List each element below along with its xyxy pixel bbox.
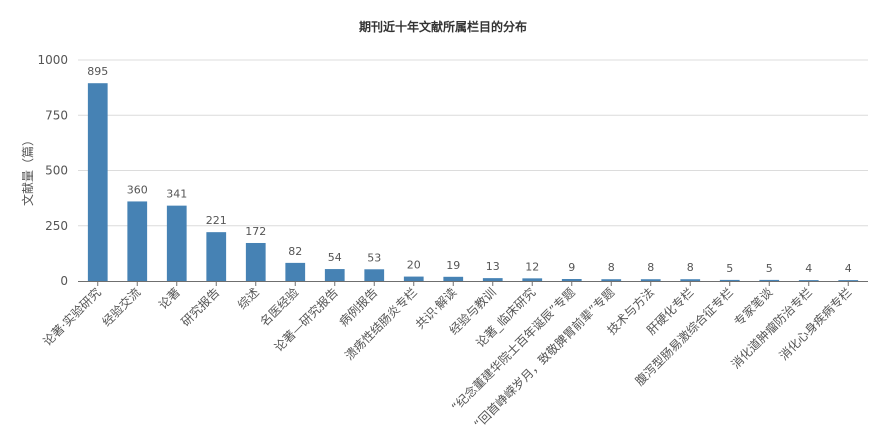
x-tick-label: 经验交流	[99, 285, 144, 330]
data-label: 172	[245, 225, 266, 238]
x-tick-label: 论著·实验研究	[40, 285, 104, 349]
x-tick-label: 消化心身疾病专栏	[776, 285, 854, 363]
data-label: 4	[845, 262, 852, 275]
bars	[87, 83, 859, 281]
data-label: 12	[525, 260, 539, 273]
y-axis-ticks: 0 250 500 750 1000	[37, 53, 68, 288]
data-label: 20	[407, 259, 421, 272]
data-label: 360	[127, 183, 148, 196]
bar	[482, 278, 503, 281]
bar	[403, 276, 424, 281]
bar	[798, 280, 819, 281]
bar	[364, 269, 385, 281]
bar	[324, 269, 345, 281]
x-tick-label: 论著	[156, 285, 183, 312]
y-tick-label: 1000	[37, 53, 68, 67]
data-label: 5	[726, 262, 733, 275]
data-label: 19	[446, 259, 460, 272]
y-tick-label: 500	[45, 164, 68, 178]
x-tick-label: 溃疡性结肠炎专栏	[341, 285, 419, 363]
data-label: 341	[166, 188, 187, 201]
data-label: 221	[206, 214, 227, 227]
data-label: 8	[647, 261, 654, 274]
data-label: 53	[367, 251, 381, 264]
data-label: 895	[87, 65, 108, 78]
data-label: 82	[288, 245, 302, 258]
bar	[640, 279, 661, 281]
x-tick-label: “回首峥嵘岁月，致敬脾胃前辈”专题	[471, 285, 618, 432]
data-label: 8	[687, 261, 694, 274]
bar	[759, 279, 780, 281]
chart-title: 期刊近十年文献所属栏目的分布	[359, 19, 527, 34]
bar	[285, 262, 306, 281]
bar	[127, 201, 148, 281]
bar	[680, 279, 701, 281]
bar	[561, 279, 582, 281]
bar	[601, 279, 622, 281]
y-tick-label: 750	[45, 108, 68, 122]
data-label: 4	[805, 262, 812, 275]
data-label: 13	[486, 260, 500, 273]
x-tick-label: 综述	[235, 285, 262, 312]
bar	[719, 279, 740, 281]
y-tick-label: 250	[45, 219, 68, 233]
bar	[245, 242, 266, 281]
bar	[166, 205, 187, 281]
bar	[206, 232, 227, 281]
y-axis-label: 文献量（篇）	[20, 134, 35, 206]
bar	[443, 276, 464, 281]
x-tick-label: 研究报告	[178, 285, 223, 330]
bar	[522, 278, 543, 281]
bar	[87, 83, 108, 281]
data-label: 54	[328, 251, 342, 264]
data-label: 8	[608, 261, 615, 274]
data-label: 5	[766, 262, 773, 275]
y-tick-label: 0	[60, 274, 68, 288]
grid-lines	[78, 59, 868, 227]
bar	[838, 280, 859, 281]
data-label: 9	[568, 261, 575, 274]
